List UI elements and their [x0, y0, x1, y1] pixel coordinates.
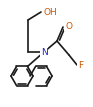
Text: OH: OH: [43, 7, 57, 16]
Text: O: O: [65, 22, 72, 30]
Text: F: F: [78, 60, 83, 70]
Text: N: N: [41, 48, 47, 56]
